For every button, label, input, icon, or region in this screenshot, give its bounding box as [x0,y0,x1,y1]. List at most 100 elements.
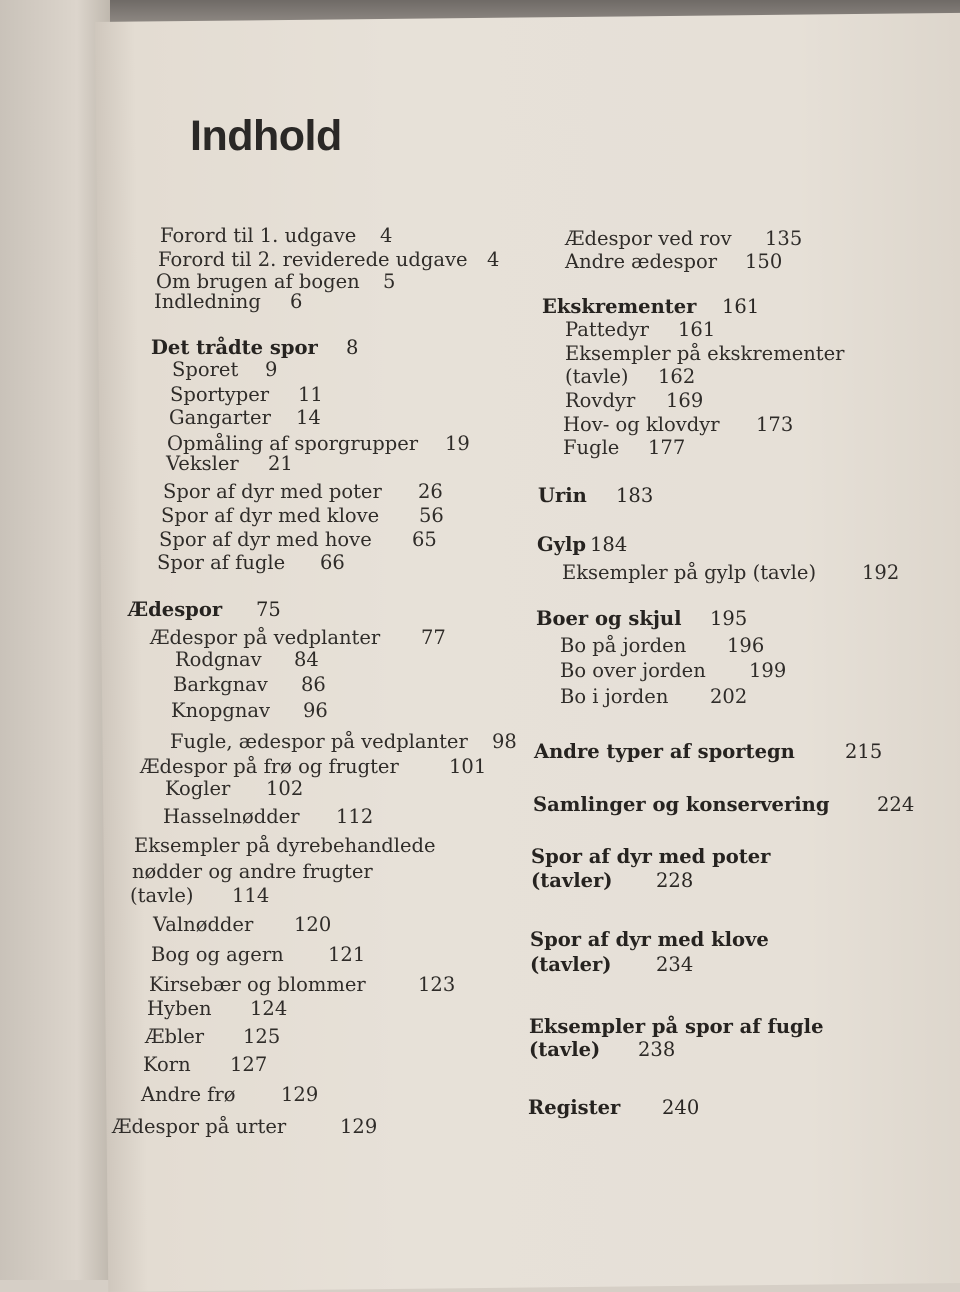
toc-entry: Ædespor på urter [112,1115,287,1138]
toc-entry: Kirsebær og blommer [149,973,366,996]
toc-page-number: 184 [590,533,628,556]
toc-entry: Bo over jorden [560,659,706,682]
toc-entry: Spor af dyr med klove [161,504,380,527]
toc-page-number: 120 [294,913,332,936]
toc-page-number: 65 [412,528,437,551]
toc-page-number: 150 [745,250,783,273]
toc-section-heading: Gylp [537,533,587,556]
toc-page-number: 112 [336,805,374,828]
toc-page-number: 121 [328,943,366,966]
toc-section-heading: Andre typer af sportegn [534,740,795,763]
toc-page-number: 195 [710,607,748,630]
toc-entry: Ædespor på vedplanter [150,626,381,649]
toc-page-number: 114 [232,884,270,907]
toc-page-number: 129 [340,1115,378,1138]
toc-page-number: 5 [383,270,396,293]
toc-entry: Gangarter [169,406,271,429]
left-page-edge [0,0,110,1280]
toc-entry: Eksempler på dyrebehandlede [134,834,436,857]
toc-page-number: 240 [662,1096,700,1119]
toc-page-number: 202 [710,685,748,708]
toc-page-number: 125 [243,1025,281,1048]
toc-page-number: 234 [656,953,694,976]
toc-page-number: 66 [320,551,345,574]
toc-entry: Andre ædespor [565,250,718,273]
toc-section-heading: Eksempler på spor af fugle [529,1015,824,1038]
toc-page-number: 124 [250,997,288,1020]
toc-entry: Fugle [563,436,620,459]
toc-entry: Opmåling af sporgrupper [167,432,419,455]
toc-page-number: 84 [294,648,319,671]
toc-page-number: 228 [656,869,694,892]
toc-entry: Valnødder [153,913,254,936]
toc-section-heading: Ekskrementer [542,295,697,318]
toc-entry: Hov- og klovdyr [563,413,720,436]
toc-entry: Veksler [166,452,239,475]
toc-section-heading: Register [528,1096,621,1119]
toc-entry: Indledning [154,290,261,313]
toc-entry: Bog og agern [151,943,284,966]
toc-page-number: 127 [230,1053,268,1076]
toc-entry: Bo på jorden [560,634,687,657]
toc-page-number: 56 [419,504,444,527]
toc-page-number: 75 [256,598,281,621]
toc-page-number: 173 [756,413,794,436]
toc-page-number: 6 [290,290,303,313]
toc-entry: Eksempler på gylp (tavle) [562,561,817,584]
toc-entry: Hasselnødder [163,805,300,828]
toc-page-number: 199 [749,659,787,682]
toc-page-number: 14 [296,406,321,429]
toc-entry: Bo i jorden [560,685,669,708]
toc-page-number: 196 [727,634,765,657]
toc-entry: Barkgnav [173,673,268,696]
toc-page-number: 162 [658,365,696,388]
toc-page-number: 161 [678,318,716,341]
toc-section-heading: Det trådte spor [151,336,318,359]
toc-page-number: 86 [301,673,326,696]
toc-entry: Sportyper [170,383,270,406]
toc-page-number: 224 [877,793,915,816]
toc-page-number: 101 [449,755,487,778]
toc-section-heading: Boer og skjul [536,607,682,630]
toc-page-number: 215 [845,740,883,763]
toc-entry: Spor af dyr med poter [163,480,382,503]
toc-entry: (tavle) [565,365,629,388]
toc-entry: Korn [143,1053,191,1076]
toc-page-number: 102 [266,777,304,800]
toc-page-number: 123 [418,973,456,996]
toc-page-number: 8 [346,336,359,359]
toc-page-number: 4 [380,224,393,247]
toc-entry: Eksempler på ekskrementer [565,342,845,365]
toc-page-number: 183 [616,484,654,507]
toc-page-number: 177 [648,436,686,459]
toc-section-heading: (tavler) [530,953,612,976]
toc-section-heading: Samlinger og konservering [533,793,830,816]
toc-entry: Pattedyr [565,318,649,341]
toc-entry: Kogler [165,777,231,800]
toc-page-number: 135 [765,227,803,250]
toc-entry: nødder og andre frugter [132,860,373,883]
toc-entry: Sporet [172,358,239,381]
toc-entry: Rovdyr [565,389,636,412]
toc-section-heading: (tavler) [531,869,613,892]
toc-entry: (tavle) [130,884,194,907]
toc-section-heading: Spor af dyr med poter [531,845,771,868]
toc-page-number: 9 [265,358,278,381]
toc-entry: Rodgnav [175,648,262,671]
toc-section-heading: Urin [538,484,587,507]
toc-page-number: 169 [666,389,704,412]
toc-page-number: 21 [268,452,293,475]
toc-entry: Om brugen af bogen [156,270,360,293]
toc-entry: Ædespor på frø og frugter [140,755,399,778]
toc-entry: Forord til 1. udgave [160,224,357,247]
toc-page-number: 11 [298,383,323,406]
toc-entry: Knopgnav [171,699,271,722]
toc-entry: Andre frø [141,1083,236,1106]
toc-section-heading: Spor af dyr med klove [530,928,769,951]
toc-entry: Ædespor ved rov [565,227,732,250]
toc-entry: Spor af fugle [157,551,286,574]
toc-page-number: 77 [421,626,446,649]
toc-page-number: 192 [862,561,900,584]
toc-entry: Forord til 2. reviderede udgave [158,248,468,271]
toc-entry: Æbler [145,1025,205,1048]
